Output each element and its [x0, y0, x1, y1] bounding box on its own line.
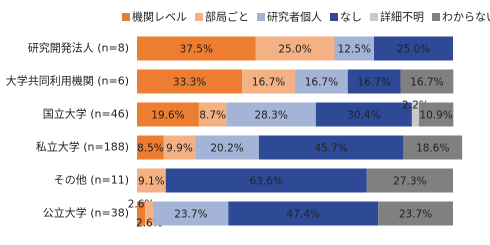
value-label: 63.6% — [250, 176, 283, 188]
bar-segment — [228, 201, 379, 226]
value-label: 9.1% — [138, 176, 165, 188]
legend-swatch — [370, 13, 378, 21]
value-label: 33.3% — [173, 77, 206, 89]
value-label: 45.7% — [315, 143, 348, 155]
category-label: 大学共同利用機関 (n=6) — [6, 74, 129, 88]
value-label: 19.6% — [151, 110, 184, 122]
value-label: 25.0% — [397, 44, 430, 56]
value-label: 27.3% — [393, 176, 426, 188]
bar-segment — [255, 36, 335, 61]
legend-swatch — [195, 13, 203, 21]
bar-segment — [137, 102, 199, 127]
category-label: その他 (n=11) — [54, 174, 129, 187]
legend-label: 機関レベル — [132, 10, 187, 24]
value-label: 28.3% — [254, 110, 287, 122]
bar-segment — [153, 201, 229, 226]
value-label: 16.7% — [252, 77, 285, 89]
bar-segment — [242, 69, 295, 94]
value-label: 16.7% — [410, 77, 443, 89]
bar-segment — [400, 69, 454, 94]
value-label: 8.5% — [137, 143, 164, 155]
value-label: 23.7% — [174, 209, 207, 221]
legend-label: 詳細不明 — [380, 10, 424, 24]
category-label: 公立大学 (n=38) — [43, 206, 129, 220]
bar-segment — [315, 102, 412, 127]
value-label: 20.2% — [210, 143, 243, 155]
legend-swatch — [122, 13, 130, 21]
bar-segment — [418, 102, 454, 127]
bar-segment — [137, 168, 166, 193]
bar-segment — [145, 201, 154, 226]
bar-segment — [198, 102, 227, 127]
legend-label: わからない — [442, 11, 490, 24]
category-label: 国立大学 (n=46) — [43, 107, 129, 121]
bar-segment — [374, 36, 453, 61]
bar-segment — [334, 36, 374, 61]
value-label: 47.4% — [287, 209, 320, 221]
bar-segment — [137, 36, 256, 61]
legend-label: 部局ごと — [205, 10, 249, 24]
bar-segment — [258, 135, 404, 160]
legend-swatch — [257, 13, 265, 21]
bar-segment — [137, 201, 146, 226]
value-label: 10.9% — [419, 110, 452, 122]
legend-swatch — [432, 13, 440, 21]
value-label: 16.7% — [305, 77, 338, 89]
category-label: 研究開発法人 (n=8) — [28, 41, 129, 55]
value-label: 23.7% — [399, 209, 432, 221]
bar-segment — [165, 168, 367, 193]
value-label: 25.0% — [278, 44, 311, 56]
bar-segment — [195, 135, 259, 160]
value-label: 12.5% — [338, 44, 371, 56]
bar-segment — [226, 102, 316, 127]
value-label: 8.7% — [199, 110, 226, 122]
legend-swatch — [330, 13, 338, 21]
value-label: 37.5% — [180, 44, 213, 56]
bar-segment — [347, 69, 401, 94]
value-label: 9.9% — [166, 143, 193, 155]
bar-segment — [137, 135, 164, 160]
value-label: 30.4% — [347, 110, 380, 122]
bar-segment — [295, 69, 348, 94]
legend-label: 研究者個人 — [267, 10, 322, 24]
bar-segment — [403, 135, 463, 160]
bar-segment — [378, 201, 453, 226]
bar-segment — [137, 69, 243, 94]
bar-segment — [163, 135, 196, 160]
value-label: 16.7% — [357, 77, 390, 89]
category-label: 私立大学 (n=188) — [36, 140, 129, 154]
bar-segment — [411, 102, 419, 127]
bar-segment — [366, 168, 453, 193]
value-label: 18.6% — [416, 143, 449, 155]
legend-label: なし — [340, 11, 362, 24]
